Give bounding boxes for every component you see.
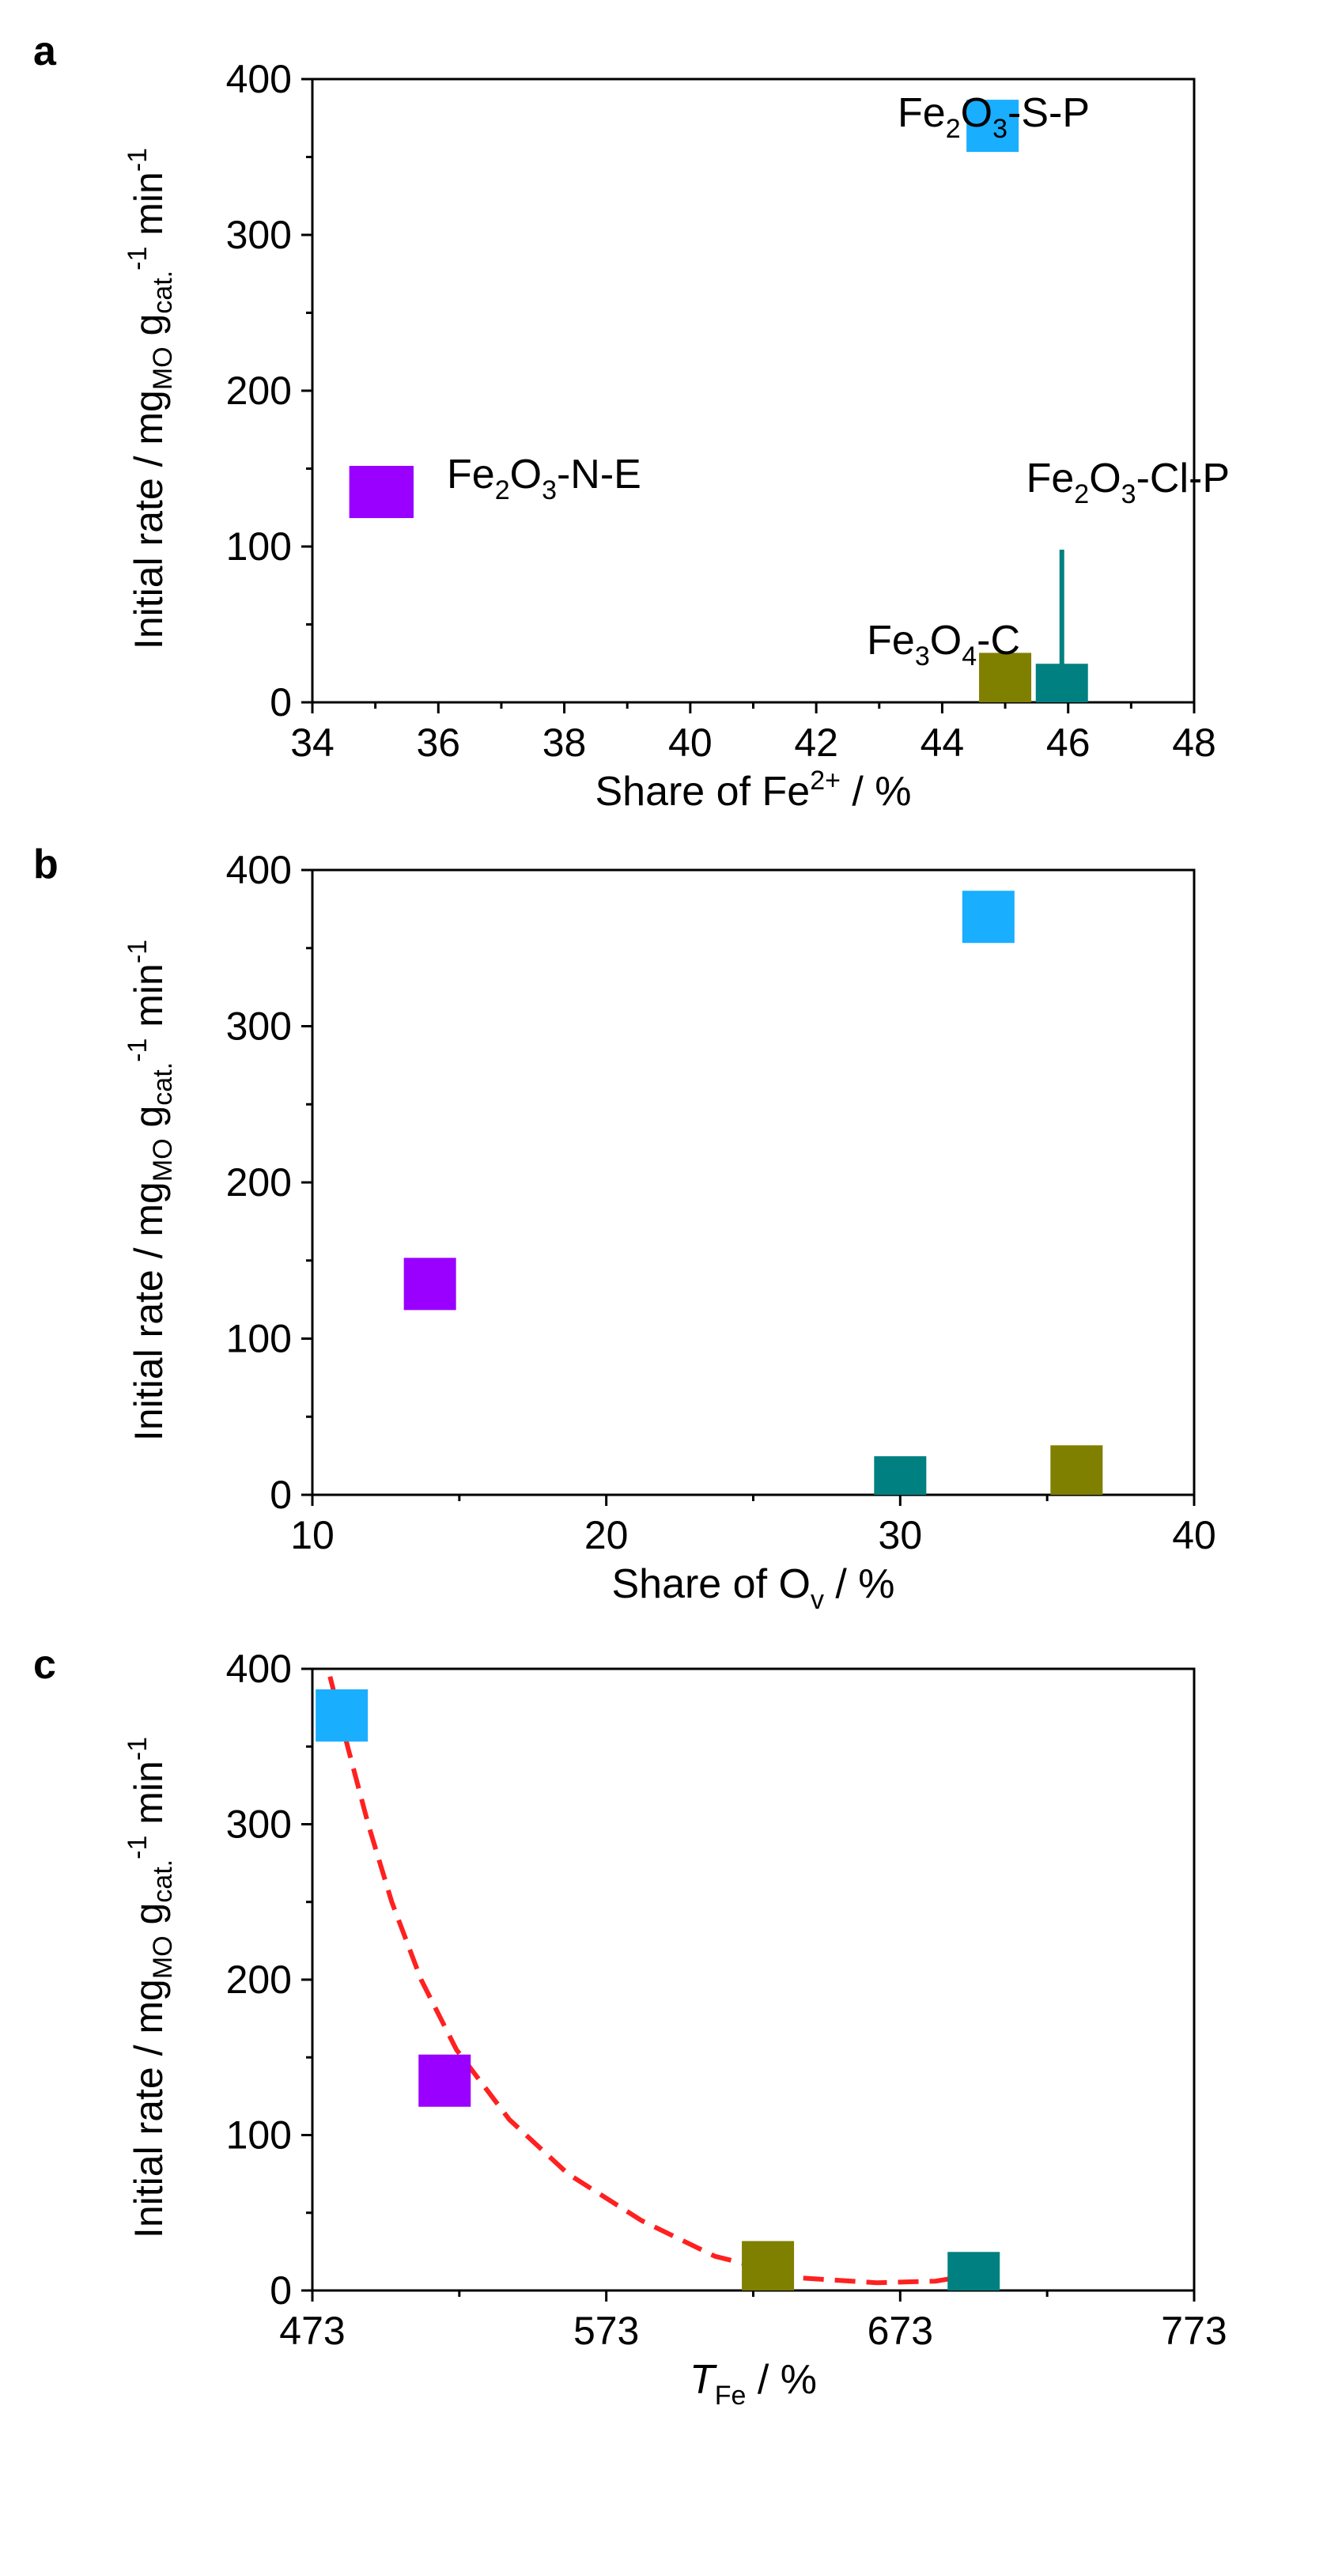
panel-a: a 34 36 38 40 42 44 46 48 0 100 200 300 400 Share of F… [33, 28, 1230, 815]
x-tick-label: 44 [920, 721, 965, 765]
y-tick-label: 200 [226, 1958, 292, 2002]
legend-label: Fe3O4-C [867, 618, 1020, 671]
y-tick-label: 400 [226, 1647, 292, 1691]
y-tick-label: 400 [226, 848, 292, 892]
x-tick-label: 40 [1172, 1513, 1216, 1557]
x-tick-label: 10 [290, 1513, 335, 1557]
markers [403, 891, 1103, 1495]
panel-letter: c [33, 1642, 56, 1688]
y-axis-label: Initial rate / mgMO gcat.-1 min-1 [123, 1737, 178, 2238]
x-tick-label: 473 [279, 2309, 345, 2353]
panel-letter: b [33, 842, 59, 887]
y-tick-label: 0 [270, 1473, 292, 1517]
marker-fe2o3-s-p [966, 100, 1019, 153]
marker-fe2o3-n-e [403, 1258, 456, 1311]
marker-fe2o3-s-p [316, 1689, 369, 1742]
y-tick-label: 400 [226, 57, 292, 101]
x-tick-label: 673 [868, 2309, 933, 2353]
markers [316, 1689, 1000, 2290]
x-tick-label: 46 [1046, 721, 1091, 765]
x-tick-label: 42 [794, 721, 838, 765]
legend-label: Fe2O3-Cl-P [1026, 456, 1230, 509]
fit-curve [327, 1676, 974, 2286]
x-tick-label: 36 [416, 721, 460, 765]
y-tick-label: 200 [226, 1160, 292, 1205]
y-tick-label: 300 [226, 213, 292, 257]
x-axis-label: Share of Ov / % [611, 1561, 894, 1615]
x-tick-label: 48 [1172, 721, 1216, 765]
y-tick-label: 0 [270, 680, 292, 724]
marker-fe3o4-c [742, 2241, 795, 2290]
marker-fe3o4-c [1050, 1445, 1103, 1495]
marker-fe2o3-cl-p [874, 1456, 927, 1495]
y-axis-label: Initial rate / mgMO gcat.-1 min-1 [123, 940, 178, 1441]
axes-frame [311, 868, 1196, 1496]
y-tick-label: 200 [226, 369, 292, 413]
legend-label: Fe2O3-S-P [898, 90, 1090, 144]
marker-fe2o3-cl-p [947, 2252, 1000, 2290]
y-tick-label: 100 [226, 1317, 292, 1361]
y-tick-label: 300 [226, 1004, 292, 1049]
x-axis-label: TFe / % [690, 2357, 817, 2411]
axes-frame [311, 1667, 1196, 2292]
y-tick-label: 100 [226, 2113, 292, 2158]
x-tick-label: 40 [668, 721, 713, 765]
legend-label: Fe2O3-N-E [447, 452, 641, 505]
legend-swatch-fe2o3-n-e [361, 466, 414, 518]
panel-c: c 473 573 673 773 0 100 200 300 400 TFe / % Initial… [33, 1642, 1227, 2411]
x-tick-label: 20 [584, 1513, 629, 1557]
y-axis-label: Initial rate / mgMO gcat.-1 min-1 [123, 148, 178, 649]
panel-letter: a [33, 28, 57, 74]
y-tick-label: 300 [226, 1802, 292, 1847]
x-tick-label: 34 [290, 721, 335, 765]
marker-fe3o4-c [979, 653, 1032, 702]
x-axis-label: Share of Fe2+ / % [595, 766, 911, 815]
marker-fe2o3-s-p [962, 891, 1015, 944]
y-tick-label: 100 [226, 524, 292, 569]
x-tick-label: 38 [542, 721, 587, 765]
x-tick-label: 573 [573, 2309, 639, 2353]
marker-fe2o3-n-e [418, 2054, 471, 2107]
y-tick-label: 0 [270, 2268, 292, 2313]
x-tick-label: 773 [1161, 2309, 1227, 2353]
x-tick-label: 30 [879, 1513, 923, 1557]
